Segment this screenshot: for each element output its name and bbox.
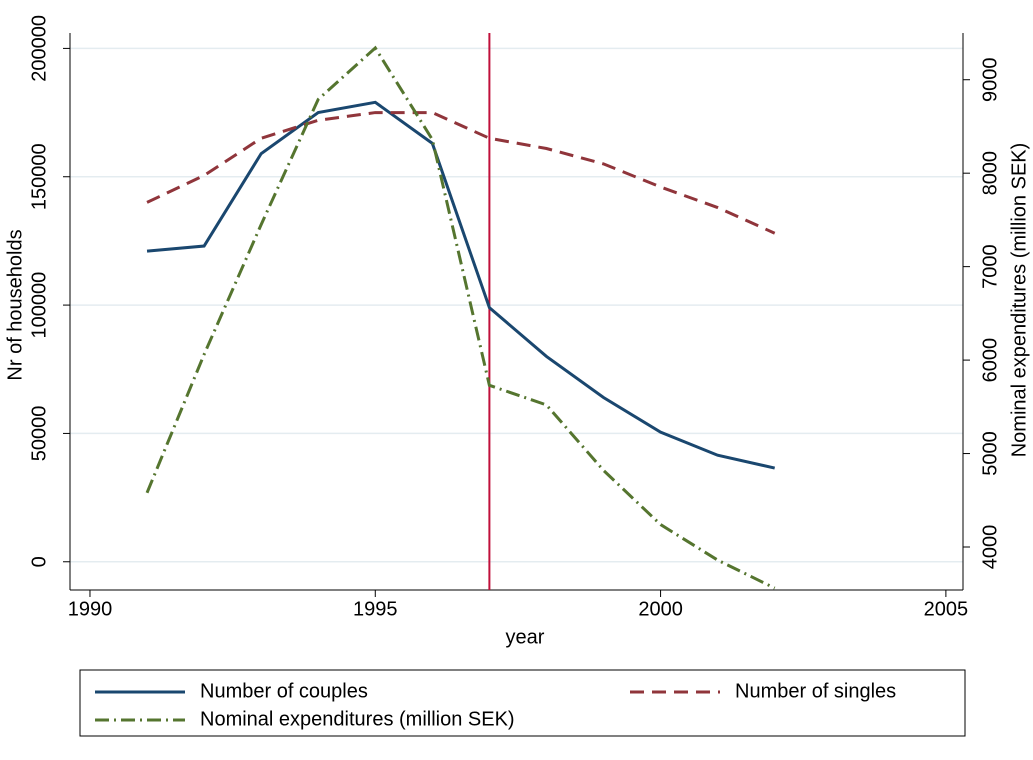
- y2-tick-label: 6000: [979, 338, 1001, 383]
- x-tick-label: 1995: [353, 598, 398, 620]
- y-tick-label: 50000: [28, 406, 50, 462]
- y-tick-label: 150000: [28, 143, 50, 210]
- legend-label: Nominal expenditures (million SEK): [200, 708, 515, 730]
- y2-tick-label: 5000: [979, 431, 1001, 476]
- series-line: [145, 45, 776, 590]
- y2-tick-label: 8000: [979, 151, 1001, 196]
- y-tick-label: 0: [28, 556, 50, 567]
- x-axis-title: year: [506, 626, 545, 648]
- y-tick-label: 200000: [28, 15, 50, 82]
- y-tick-label: 100000: [28, 272, 50, 339]
- y2-tick-label: 7000: [979, 244, 1001, 289]
- x-tick-label: 1990: [68, 598, 113, 620]
- series-line: [146, 100, 776, 470]
- legend-label: Number of singles: [735, 680, 896, 702]
- y2-tick-label: 4000: [979, 525, 1001, 570]
- x-tick-label: 2005: [924, 598, 969, 620]
- y-axis-title: Nr of households: [4, 229, 26, 380]
- series-line: [146, 111, 776, 235]
- legend-label: Number of couples: [200, 680, 368, 702]
- legend-box: [79, 669, 966, 737]
- x-tick-label: 2000: [638, 598, 683, 620]
- y2-tick-label: 9000: [979, 57, 1001, 102]
- y2-axis-title: Nominal expenditures (million SEK): [1008, 143, 1030, 458]
